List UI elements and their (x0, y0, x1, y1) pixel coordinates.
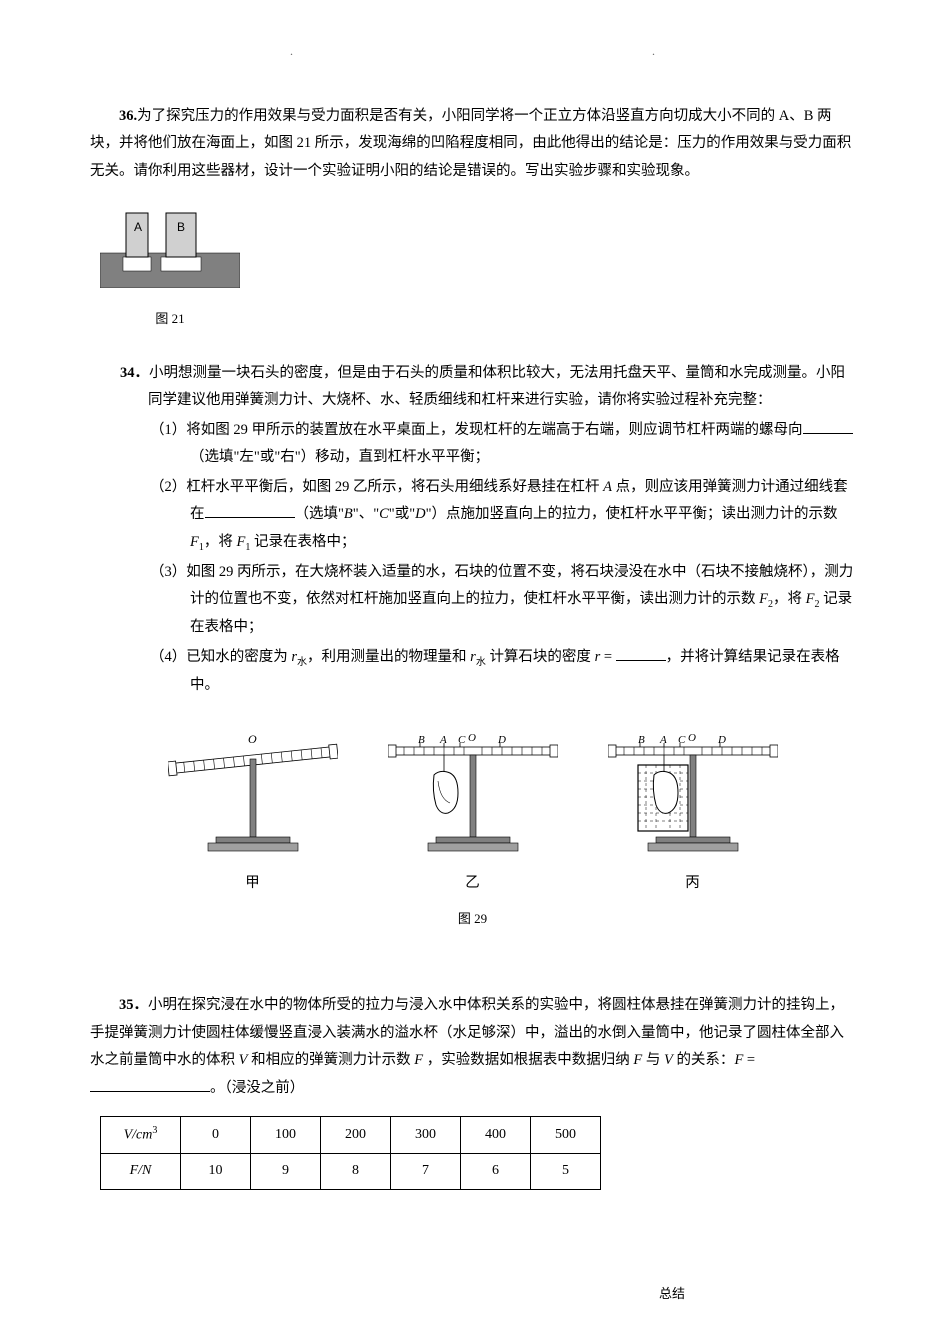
cell: 300 (391, 1117, 461, 1154)
p35-paragraph: 35．小明在探究浸在水中的物体所受的拉力与浸入水中体积关系的实验中，将圆柱体悬挂… (90, 992, 855, 1102)
cell: 7 (391, 1154, 461, 1190)
fig29-cap-c: 丙 (608, 870, 778, 898)
fig29-cap-b: 乙 (388, 870, 558, 898)
fig21-caption: 图 21 (100, 307, 240, 332)
p36-text: 为了探究压力的作用效果与受力面积是否有关，小阳同学将一个正立方体沿竖直方向切成大… (90, 108, 851, 179)
blank-2 (205, 504, 295, 519)
p34-lead: 34．小明想测量一块石头的密度，但是由于石头的质量和体积比较大，无法用托盘天平、… (120, 360, 855, 415)
cell: 9 (251, 1154, 321, 1190)
fig29-b: B A C O D 乙 (388, 729, 558, 897)
problem-36: 36.为了探究压力的作用效果与受力面积是否有关，小阳同学将一个正立方体沿竖直方向… (90, 103, 855, 332)
problem-34: 34．小明想测量一块石头的密度，但是由于石头的质量和体积比较大，无法用托盘天平、… (90, 360, 855, 932)
p34-lead-text: 小明想测量一块石头的密度，但是由于石头的质量和体积比较大，无法用托盘天平、量筒和… (148, 365, 845, 409)
data-table: V/cm3 0 100 200 300 400 500 F/N 10 9 8 7… (100, 1116, 601, 1190)
fig21-label-b: B (177, 220, 185, 234)
figure-29-row: O 甲 B A C O (90, 729, 855, 897)
p34-i4a: （4）已知水的密度为 (150, 649, 291, 665)
p34-i4-mid: ，利用测量出的物理量和 (307, 649, 470, 665)
p34-i2b-C: C (379, 506, 389, 522)
blank-1 (803, 419, 853, 434)
p35-F1: F (414, 1052, 423, 1068)
p35-t5: 的关系： (673, 1052, 735, 1068)
fig29-a: O 甲 (168, 729, 338, 897)
th-v: V/cm3 (101, 1117, 181, 1154)
table-row-data: F/N 10 9 8 7 6 5 (101, 1154, 601, 1190)
p35-t2: 和相应的弹簧测力计示数 (247, 1052, 414, 1068)
p35-number: 35． (119, 997, 148, 1013)
p34-i2-F1a: F (190, 534, 199, 550)
fig29-main-caption: 图 29 (90, 907, 855, 932)
svg-text:D: D (717, 734, 726, 746)
p34-i2b-B: B (344, 506, 353, 522)
p34-i4-sub2: 水 (476, 657, 486, 668)
problem-35: 35．小明在探究浸在水中的物体所受的拉力与浸入水中体积关系的实验中，将圆柱体悬挂… (90, 992, 855, 1190)
svg-text:B: B (638, 734, 645, 746)
p34-i2-avar: A (603, 479, 612, 495)
cell: 10 (181, 1154, 251, 1190)
cell: 6 (461, 1154, 531, 1190)
cell: 0 (181, 1117, 251, 1154)
svg-text:A: A (659, 734, 667, 746)
fig21-svg: A B (100, 203, 240, 288)
p34-item-1: （1）将如图 29 甲所示的装置放在水平桌面上，发现杠杆的左端高于右端，则应调节… (150, 417, 855, 472)
fig21-label-a: A (134, 220, 142, 234)
p36-number: 36. (119, 108, 137, 124)
fig29-cap-a: 甲 (168, 870, 338, 898)
svg-text:C: C (678, 734, 686, 746)
p34-i4-mid2: 计算石块的密度 (486, 649, 595, 665)
cell: 200 (321, 1117, 391, 1154)
p35-tail: 。（浸没之前） (210, 1080, 304, 1096)
p36-paragraph: 36.为了探究压力的作用效果与受力面积是否有关，小阳同学将一个正立方体沿竖直方向… (90, 103, 855, 186)
p34-i2b-m1: "、" (353, 506, 379, 522)
cell: 400 (461, 1117, 531, 1154)
p34-item-3: （3）如图 29 丙所示，在大烧杯装入适量的水，石块的位置不变，将石块浸没在水中… (150, 559, 855, 642)
figure-21: A B 图 21 (100, 203, 855, 331)
th-f: F/N (101, 1154, 181, 1190)
top-mark-left: . (290, 40, 293, 63)
svg-text:O: O (688, 732, 696, 744)
table-row-header: V/cm3 0 100 200 300 400 500 (101, 1117, 601, 1154)
p34-i2-t3: 记录在表格中； (250, 534, 355, 550)
p34-i2-F1b: F (236, 534, 245, 550)
p34-items: （1）将如图 29 甲所示的装置放在水平桌面上，发现杠杆的左端高于右端，则应调节… (150, 417, 855, 700)
svg-text:O: O (468, 732, 476, 744)
p34-item-2: （2）杠杆水平平衡后，如图 29 乙所示，将石头用细线系好悬挂在杠杆 A 点，则… (150, 474, 855, 557)
p35-F2: F (633, 1052, 642, 1068)
p35-V2: V (664, 1052, 673, 1068)
p35-t6: = (743, 1052, 755, 1068)
p34-i2-t2: ，将 (204, 534, 237, 550)
p34-i3-F2a: F (759, 591, 768, 607)
svg-text:C: C (458, 734, 466, 746)
p34-i3-t: ，将 (773, 591, 806, 607)
blank-3 (616, 646, 666, 661)
footer-text: 总结 (659, 1282, 685, 1307)
svg-text:O: O (248, 732, 257, 746)
p35-t3: ，实验数据如根据表中数据归纳 (423, 1052, 633, 1068)
svg-text:B: B (418, 734, 425, 746)
svg-text:D: D (497, 734, 506, 746)
p34-i1b: （选填"左"或"右"）移动，直到杠杆水平平衡； (190, 449, 489, 465)
cell: 500 (531, 1117, 601, 1154)
p34-i2b-1: （选填" (295, 506, 344, 522)
p34-i4-eq: = (600, 649, 615, 665)
blank-4 (90, 1077, 210, 1092)
p35-F3: F (734, 1052, 743, 1068)
p34-i1a: （1）将如图 29 甲所示的装置放在水平桌面上，发现杠杆的左端高于右端，则应调节… (150, 422, 803, 438)
p34-i4-sub1: 水 (297, 657, 307, 668)
p34-i2a: （2）杠杆水平平衡后，如图 29 乙所示，将石头用细线系好悬挂在杠杆 (150, 479, 603, 495)
p34-i2b-D: D (415, 506, 425, 522)
cell: 100 (251, 1117, 321, 1154)
p34-i2b-tail: "）点施加竖直向上的拉力，使杠杆水平平衡；读出测力计的示数 (426, 506, 838, 522)
p34-i3a: （3）如图 29 丙所示，在大烧杯装入适量的水，石块的位置不变，将石块浸没在水中… (150, 564, 853, 608)
p35-t4: 与 (642, 1052, 664, 1068)
fig29-c: B A C O D (608, 729, 778, 897)
p34-number: 34． (120, 365, 149, 381)
svg-text:A: A (439, 734, 447, 746)
p34-i2b-m2: "或" (389, 506, 415, 522)
cell: 5 (531, 1154, 601, 1190)
cell: 8 (321, 1154, 391, 1190)
p34-item-4: （4）已知水的密度为 r水，利用测量出的物理量和 r水 计算石块的密度 r = … (150, 644, 855, 699)
top-mark-right: . (652, 40, 655, 63)
